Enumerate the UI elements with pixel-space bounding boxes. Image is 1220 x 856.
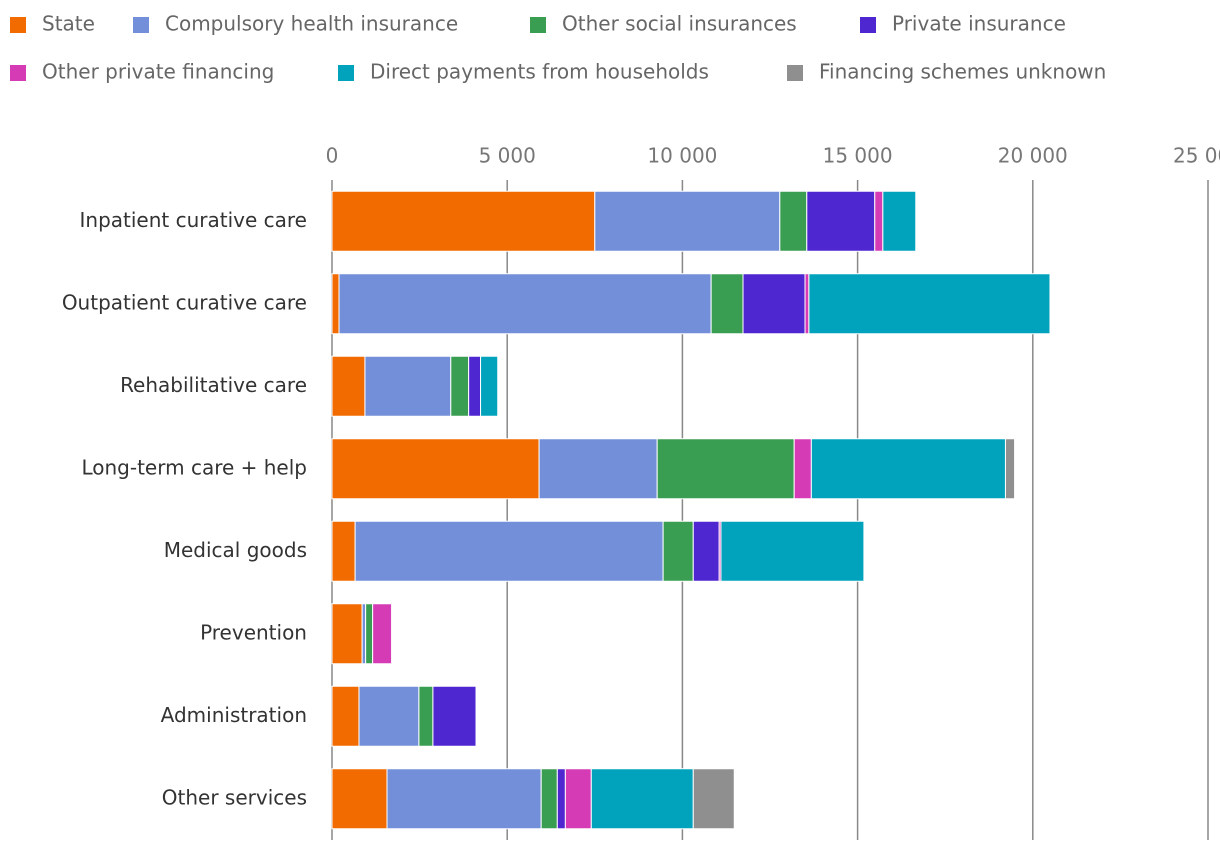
x-tick-label: 15 000: [823, 144, 893, 168]
legend-label: State: [42, 12, 95, 36]
legend-swatch: [530, 17, 546, 33]
bar-segment: [331, 685, 360, 747]
bar-segment: [432, 685, 477, 747]
bar-segment: [480, 355, 499, 417]
bar-segment: [450, 355, 470, 417]
bar-segment: [882, 190, 917, 252]
legend-swatch: [133, 17, 149, 33]
category-label: Prevention: [200, 620, 307, 644]
category-label: Outpatient curative care: [62, 290, 307, 314]
bar-segment: [358, 685, 420, 747]
bar-segment: [590, 768, 694, 830]
bar-segment: [540, 768, 558, 830]
bar-segment: [742, 273, 806, 335]
bar-segment: [354, 520, 664, 582]
x-tick-label: 25 000: [1173, 144, 1220, 168]
bar-segment: [656, 438, 795, 500]
legend-label: Financing schemes unknown: [819, 60, 1106, 84]
bar-segment: [338, 273, 712, 335]
bar-segment: [538, 438, 658, 500]
bar-segment: [806, 190, 876, 252]
category-label: Inpatient curative care: [80, 208, 308, 232]
legend-label: Private insurance: [892, 12, 1066, 36]
bar-segment: [793, 438, 812, 500]
bar-segment: [331, 520, 356, 582]
bar-segment: [331, 438, 540, 500]
bar-segment: [418, 685, 434, 747]
bar-segment: [710, 273, 744, 335]
x-tick-label: 20 000: [998, 144, 1068, 168]
x-tick-label: 0: [326, 144, 339, 168]
bar-segment: [779, 190, 808, 252]
bar-segment: [874, 190, 884, 252]
category-label: Long-term care + help: [81, 455, 307, 479]
bar-segment: [594, 190, 781, 252]
bar-segment: [365, 603, 374, 665]
bar-segment: [564, 768, 592, 830]
bar-segment: [331, 768, 388, 830]
bar-segment: [361, 603, 367, 665]
bar-segment: [662, 520, 694, 582]
bar-segment: [1004, 438, 1016, 500]
legend-label: Compulsory health insurance: [165, 12, 458, 36]
legend-swatch: [10, 17, 26, 33]
legend-label: Direct payments from households: [370, 60, 709, 84]
bar-segment: [804, 273, 810, 335]
category-label: Administration: [161, 703, 307, 727]
legend-swatch: [860, 17, 876, 33]
category-label: Medical goods: [164, 538, 307, 562]
bar-segment: [372, 603, 393, 665]
bar-segment: [331, 273, 340, 335]
bar-segment: [331, 190, 596, 252]
bar-segment: [720, 520, 865, 582]
bar-segment: [556, 768, 566, 830]
bar-segment: [331, 355, 366, 417]
legend-label: Other private financing: [42, 60, 274, 84]
bar-segment: [692, 520, 720, 582]
category-label: Rehabilitative care: [120, 373, 307, 397]
bar-segment: [468, 355, 482, 417]
bar-segment: [810, 438, 1006, 500]
legend-swatch: [787, 65, 803, 81]
legend-swatch: [338, 65, 354, 81]
category-label: Other services: [162, 785, 307, 809]
bar-segment: [331, 603, 363, 665]
x-tick-label: 5 000: [479, 144, 536, 168]
bar-segment: [692, 768, 735, 830]
bar-segment: [386, 768, 542, 830]
bar-segment: [808, 273, 1051, 335]
legend-swatch: [10, 65, 26, 81]
legend-label: Other social insurances: [562, 12, 797, 36]
bar-segment: [364, 355, 452, 417]
x-tick-label: 10 000: [647, 144, 717, 168]
